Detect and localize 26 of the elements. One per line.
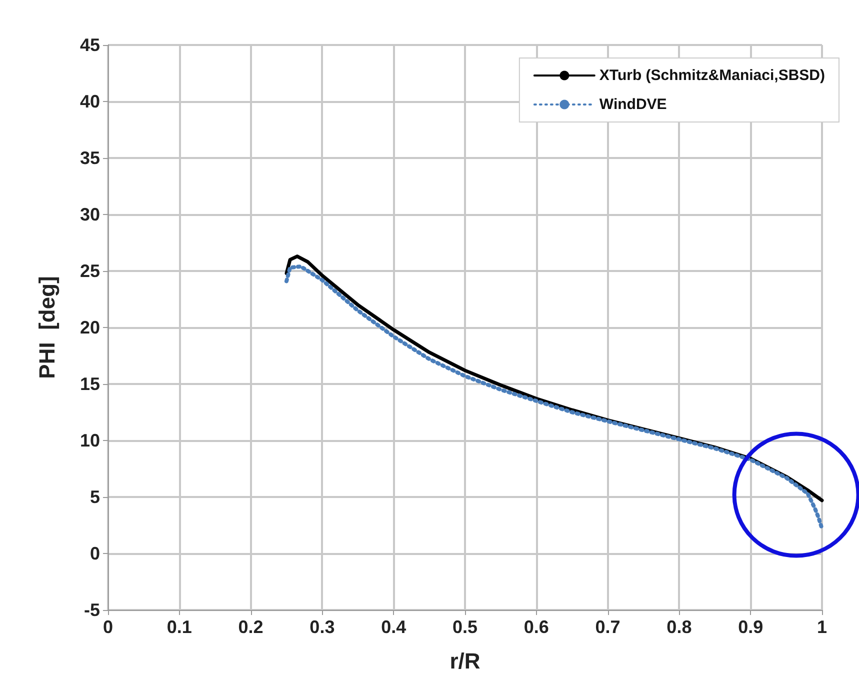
y-tick-label: 30	[80, 204, 100, 224]
x-tick-label: 0.5	[452, 617, 478, 637]
y-tick-label: 20	[80, 318, 100, 338]
y-tick-label: -5	[84, 600, 100, 620]
y-tick-label: 40	[80, 92, 100, 112]
y-tick-label: 35	[80, 148, 100, 168]
x-tick-label: 0.1	[166, 617, 192, 637]
y-tick-label: 0	[90, 544, 100, 564]
y-axis-title: PHI [deg]	[34, 276, 60, 379]
legend-label: XTurb (Schmitz&Maniaci,SBSD)	[599, 67, 826, 84]
x-axis-title: r/R	[450, 648, 480, 674]
y-tick-label: 5	[90, 487, 100, 507]
x-tick-label: 0.7	[595, 617, 620, 637]
y-tick-label: 10	[80, 430, 100, 450]
x-tick-label: 0.4	[381, 617, 406, 637]
y-tick-label: 25	[80, 261, 100, 281]
x-tick-label: 0.6	[524, 617, 549, 637]
y-tick-label: 45	[80, 35, 100, 55]
y-tick-label: 15	[80, 374, 100, 394]
x-tick-label: 0.2	[238, 617, 264, 637]
x-tick-label: 0.8	[666, 617, 692, 637]
x-tick-label: 1	[816, 617, 828, 637]
x-tick-label: 0.9	[738, 617, 764, 637]
legend-label: WindDVE	[599, 96, 667, 113]
x-tick-label: 0	[102, 617, 114, 637]
x-tick-label: 0.3	[310, 617, 335, 637]
